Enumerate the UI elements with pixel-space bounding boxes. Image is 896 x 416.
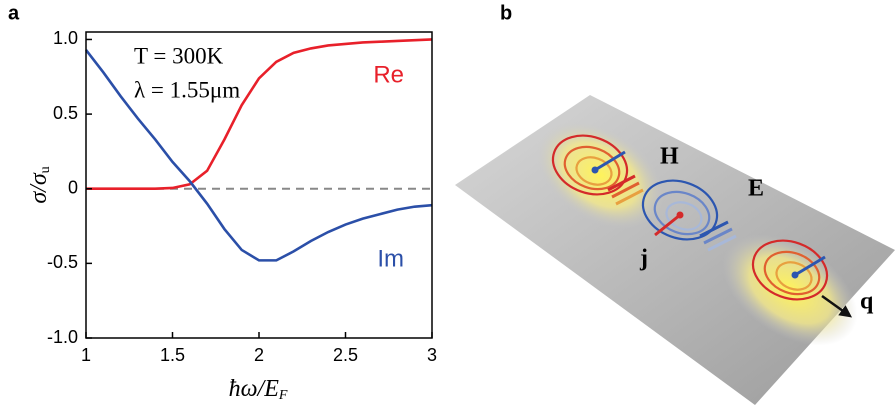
y-axis-label: σ/σu (26, 166, 54, 203)
y-tick-label: -1.0 (47, 327, 78, 347)
annotation: T = 300K (134, 43, 224, 68)
x-tick-label: 2.5 (333, 345, 358, 365)
q-label: q (860, 289, 874, 315)
sheet (455, 95, 895, 405)
y-tick-label: 1.0 (53, 28, 78, 48)
panel-label: a (8, 2, 20, 24)
j-label: j (639, 246, 648, 272)
x-tick-label: 1 (81, 345, 91, 365)
y-tick-label: 0 (68, 177, 78, 197)
figure: a -1.0-0.500.51.011.522.53ħω/EFσ/σuT = 3… (0, 0, 896, 416)
x-tick-label: 2 (254, 345, 264, 365)
x-tick-label: 3 (427, 345, 437, 365)
series-label: Im (377, 245, 404, 272)
annotation: λ = 1.55μm (134, 77, 240, 102)
panel-label: b (500, 2, 512, 24)
x-tick-label: 1.5 (160, 345, 185, 365)
x-label-main: ħω/E (229, 376, 280, 402)
diagram: b H (455, 2, 895, 405)
y-tick-label: 0.5 (53, 103, 78, 123)
y-tick-label: -0.5 (47, 252, 78, 272)
y-label-sub: u (38, 166, 53, 173)
e-label: E (748, 176, 764, 202)
series-label: Re (373, 61, 404, 88)
x-label-sub: F (278, 388, 288, 403)
y-label-main: σ/σ (26, 172, 52, 204)
x-axis-label: ħω/EF (229, 376, 288, 404)
h-label: H (660, 144, 679, 170)
